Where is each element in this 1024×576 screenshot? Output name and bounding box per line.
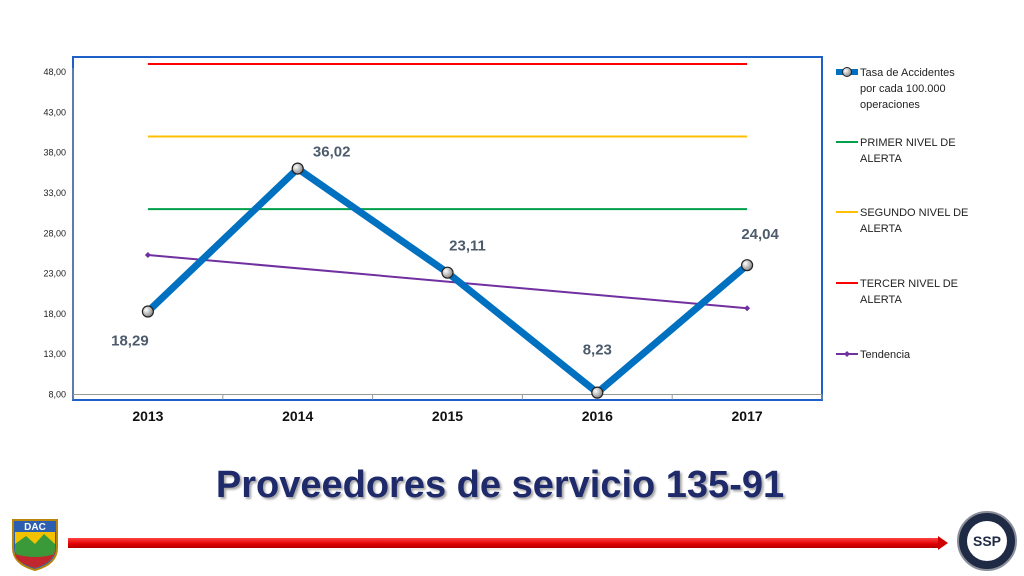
legend: Tasa de Accidentes por cada 100.000 operac… (836, 67, 968, 361)
legend-label-line: ALERTA (860, 223, 902, 235)
legend-label-line: PRIMER NIVEL DE (860, 137, 956, 149)
accident-rate-point (740, 259, 754, 272)
y-tick-label: 48,00 (43, 67, 66, 77)
chart-frame (72, 56, 823, 401)
y-tick-label: 18,00 (43, 309, 66, 319)
legend-label: SEGUNDO NIVEL DE ALERTA (860, 207, 968, 235)
legend-label-line: Tasa de Accidentes (860, 67, 955, 79)
series-layer (141, 62, 754, 399)
data-labels: 18,29 36,02 23,11 8,23 24,04 (111, 144, 779, 359)
x-tick-label: 2015 (432, 408, 463, 424)
trend-line (147, 254, 748, 310)
data-label: 23,11 (449, 238, 486, 255)
y-tick-label: 13,00 (43, 349, 66, 359)
data-label: 18,29 (111, 333, 149, 350)
legend-label-line: por cada 100.000 (860, 83, 946, 95)
legend-label-line: operaciones (860, 99, 920, 111)
legend-label: TERCER NIVEL DE ALERTA (860, 278, 958, 306)
legend-label-line: Tendencia (860, 349, 911, 361)
x-axis: 2013 2014 2015 2016 2017 (72, 394, 823, 424)
ssp-logo: SSP (957, 511, 1017, 571)
legend-label: Tendencia (860, 349, 911, 361)
accident-rate-point (441, 266, 454, 279)
trend-marker (744, 305, 751, 312)
legend-label-line: ALERTA (860, 153, 902, 165)
ssp-logo-text: SSP (973, 533, 1001, 549)
legend-label-line: ALERTA (860, 294, 902, 306)
y-tick-label: 33,00 (43, 188, 66, 198)
y-tick-label: 23,00 (43, 269, 66, 279)
x-tick-label: 2014 (282, 408, 313, 424)
x-tick-label: 2013 (132, 408, 163, 424)
x-tick-label: 2016 (582, 408, 613, 424)
page-title: Proveedores de servicio 135-91 (215, 464, 785, 506)
legend-marker (842, 67, 852, 77)
legend-label-line: SEGUNDO NIVEL DE (860, 207, 968, 219)
y-tick-label: 43,00 (43, 107, 66, 117)
dac-logo-text: DAC (24, 522, 46, 533)
red-divider-arrow (938, 536, 948, 550)
legend-label: PRIMER NIVEL DE ALERTA (860, 137, 956, 165)
data-label: 8,23 (583, 342, 612, 359)
x-tick-label: 2017 (732, 408, 763, 424)
trend-marker (144, 252, 151, 259)
y-tick-label: 8,00 (48, 390, 66, 400)
accident-rate-point (291, 162, 304, 175)
accident-rate-point (141, 305, 154, 318)
y-axis: 8,00 13,00 18,00 23,00 28,00 33,00 38,00 43,00 4… (43, 67, 74, 400)
legend-marker (844, 351, 850, 357)
data-label: 24,04 (741, 226, 779, 243)
red-divider-bar (68, 538, 938, 548)
y-tick-label: 38,00 (43, 148, 66, 158)
y-tick-label: 28,00 (43, 228, 66, 238)
accident-rate-point (591, 386, 604, 399)
data-label: 36,02 (313, 144, 351, 161)
dac-logo: DAC (12, 519, 58, 572)
legend-label-line: TERCER NIVEL DE (860, 278, 958, 290)
legend-label: Tasa de Accidentes por cada 100.000 operac… (860, 67, 955, 111)
